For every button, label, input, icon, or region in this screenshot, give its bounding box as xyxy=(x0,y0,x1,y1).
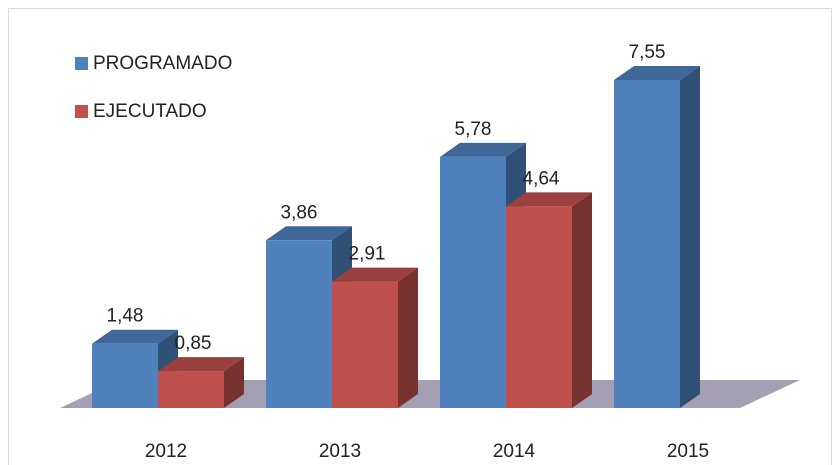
value-label: 7,55 xyxy=(629,42,666,63)
legend-swatch xyxy=(75,105,88,118)
bar xyxy=(332,281,398,408)
x-tick-label: 2014 xyxy=(493,441,536,462)
bar-top xyxy=(158,357,244,372)
bar xyxy=(440,156,506,408)
bar xyxy=(506,206,572,408)
x-tick-label: 2013 xyxy=(319,441,361,462)
bar-side xyxy=(680,66,700,408)
bar-top xyxy=(332,267,418,282)
bar-top xyxy=(440,142,526,157)
bar-top xyxy=(506,192,592,207)
x-tick-label: 2015 xyxy=(667,441,709,462)
bar-top xyxy=(614,66,700,80)
bar xyxy=(158,371,224,408)
bar-side xyxy=(224,357,244,408)
bar-top xyxy=(266,226,352,241)
legend-label: EJECUTADO xyxy=(93,101,207,122)
value-label: 1,48 xyxy=(107,306,144,327)
value-label: 5,78 xyxy=(455,119,492,140)
bar-top xyxy=(92,329,178,344)
x-tick-label: 2012 xyxy=(145,441,187,462)
bar xyxy=(614,80,680,408)
bar xyxy=(92,343,158,408)
value-label: 2,91 xyxy=(349,244,386,265)
value-label: 3,86 xyxy=(281,202,318,223)
bar xyxy=(266,240,332,408)
value-label: 0,85 xyxy=(175,333,212,354)
bar-side xyxy=(572,192,592,408)
bar-side xyxy=(398,267,418,408)
legend-swatch xyxy=(75,57,88,70)
legend-label: PROGRAMADO xyxy=(93,53,232,74)
value-label: 4,64 xyxy=(523,168,560,189)
